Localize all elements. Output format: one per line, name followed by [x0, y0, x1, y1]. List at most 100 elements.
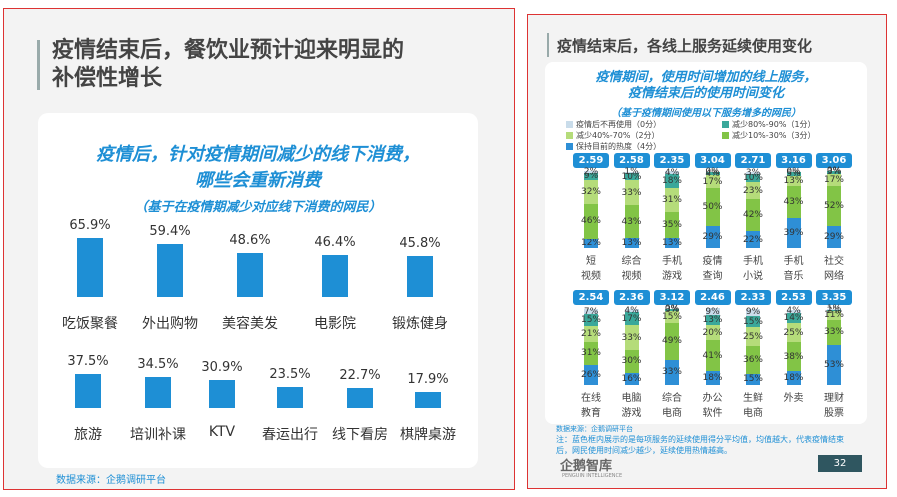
left-source: 数据来源：企鹅调研平台: [56, 475, 166, 486]
score-box: 2.59: [573, 153, 609, 168]
segment-label: 0%: [664, 304, 680, 314]
bar-segment: [705, 315, 720, 325]
bar-segment: [827, 344, 841, 385]
segment-label: 39%: [783, 228, 804, 239]
category-label: 理财 股票: [824, 393, 844, 419]
value-label: 59.4%: [149, 223, 191, 239]
segment-label: 4%: [624, 305, 639, 316]
score-box: 2.53: [775, 290, 812, 305]
value-label: 46.4%: [314, 235, 356, 251]
segment-label: 17%: [621, 313, 642, 324]
segment-label: 15%: [742, 374, 763, 385]
bar-segment: [746, 327, 760, 347]
bar-segment: [665, 311, 679, 323]
segment-label: 0%: [786, 167, 801, 177]
left-heading: 疫情结束后，餐饮业预计迎来明显的 补偿性增长: [52, 38, 405, 91]
bar-segment: [584, 172, 598, 180]
bar-segment: [827, 186, 841, 226]
segment-label: 15%: [580, 315, 601, 326]
category-label: 电影院: [314, 316, 356, 332]
segment-label: 12%: [580, 238, 601, 249]
bar-segment: [665, 187, 679, 212]
segment-label: 52%: [823, 201, 844, 212]
bar-segment: [584, 325, 598, 342]
category-label: 办公 软件: [702, 393, 723, 419]
right-source: 数据来源：企鹅调研平台: [556, 425, 633, 433]
bar-segment: [746, 174, 760, 182]
bar-segment: [705, 340, 720, 372]
segment-label: 10%: [742, 173, 763, 184]
segment-label: 1%: [826, 304, 842, 315]
segment-label: 35%: [661, 219, 682, 230]
category-label: 旅游: [74, 427, 102, 443]
bar-segment: [746, 199, 760, 232]
legend-label: 保持目前的热度（4分）: [576, 142, 662, 151]
segment-label: 14%: [783, 313, 804, 324]
bar: [237, 253, 263, 297]
segment-label: 4%: [705, 168, 720, 179]
category-label: 疫情 查询: [702, 256, 723, 282]
bar-segment: [786, 218, 801, 248]
bar-segment: [827, 309, 841, 312]
bar-segment: [705, 324, 720, 341]
segment-label: 25%: [783, 327, 804, 338]
bar: [75, 374, 101, 408]
page-number: 32: [818, 455, 862, 472]
score-box: 2.35: [654, 153, 690, 168]
legend-swatch: [566, 121, 573, 128]
bar-segment: [786, 312, 801, 324]
segment-label: 3%: [664, 305, 680, 316]
value-label: 48.6%: [229, 233, 271, 249]
segment-label: 9%: [583, 171, 599, 182]
value-label: 17.9%: [407, 371, 449, 387]
note: 注：蓝色框内展示的是每项服务的延续使用得分平均值，均值越大，代表疫情结束后，网民…: [556, 435, 844, 455]
category-label: 短 视频: [581, 256, 601, 282]
segment-label: 33%: [621, 187, 642, 198]
bar-segment: [786, 323, 801, 343]
bar-segment: [705, 175, 720, 188]
segment-label: 2%: [583, 167, 599, 177]
segment-label: 29%: [702, 231, 723, 242]
bar-segment: [746, 172, 760, 175]
segment-label: 7%: [583, 306, 599, 317]
bar: [277, 386, 303, 408]
bar-segment: [624, 372, 639, 385]
bar-segment: [786, 185, 801, 219]
bar: [209, 380, 235, 408]
bar-segment: [665, 309, 679, 312]
segment-label: 43%: [621, 216, 642, 227]
segment-label: 9%: [705, 306, 720, 317]
value-label: 37.5%: [67, 354, 109, 370]
category-label: 电脑 游戏: [621, 393, 642, 419]
brand-subtitle: PENGUIN INTELLIGENCE: [562, 473, 623, 479]
bar-segment: [786, 371, 801, 385]
segment-label: 11%: [823, 310, 844, 321]
bar-segment: [827, 171, 841, 174]
bar-segment: [665, 322, 679, 360]
bar-segment: [624, 238, 639, 248]
bar-segment: [746, 346, 760, 374]
bar-segment: [584, 314, 598, 326]
bar-segment: [705, 308, 720, 316]
bar-segment: [746, 181, 760, 200]
left-chart-subtitle: （基于在疫情期减少对应线下消费的网民）: [134, 200, 382, 215]
bar-segment: [827, 311, 841, 320]
legend-swatch: [722, 132, 729, 139]
value-label: 45.8%: [399, 235, 441, 251]
segment-label: 36%: [742, 354, 763, 365]
category-label: 线下看房: [332, 427, 388, 443]
bar: [77, 237, 103, 297]
bar-segment: [584, 341, 598, 366]
bar-segment: [584, 309, 598, 315]
bar-segment: [584, 365, 598, 385]
bar: [157, 243, 183, 297]
category-label: 外卖: [783, 393, 804, 404]
segment-label: 9%: [745, 307, 761, 318]
score-box: 2.36: [613, 290, 650, 305]
legend-swatch: [566, 143, 573, 150]
legend-swatch: [566, 132, 573, 139]
segment-label: 13%: [702, 315, 723, 326]
bar-segment: [584, 238, 598, 248]
segment-label: 23%: [742, 185, 763, 196]
bar-segment: [705, 172, 720, 176]
